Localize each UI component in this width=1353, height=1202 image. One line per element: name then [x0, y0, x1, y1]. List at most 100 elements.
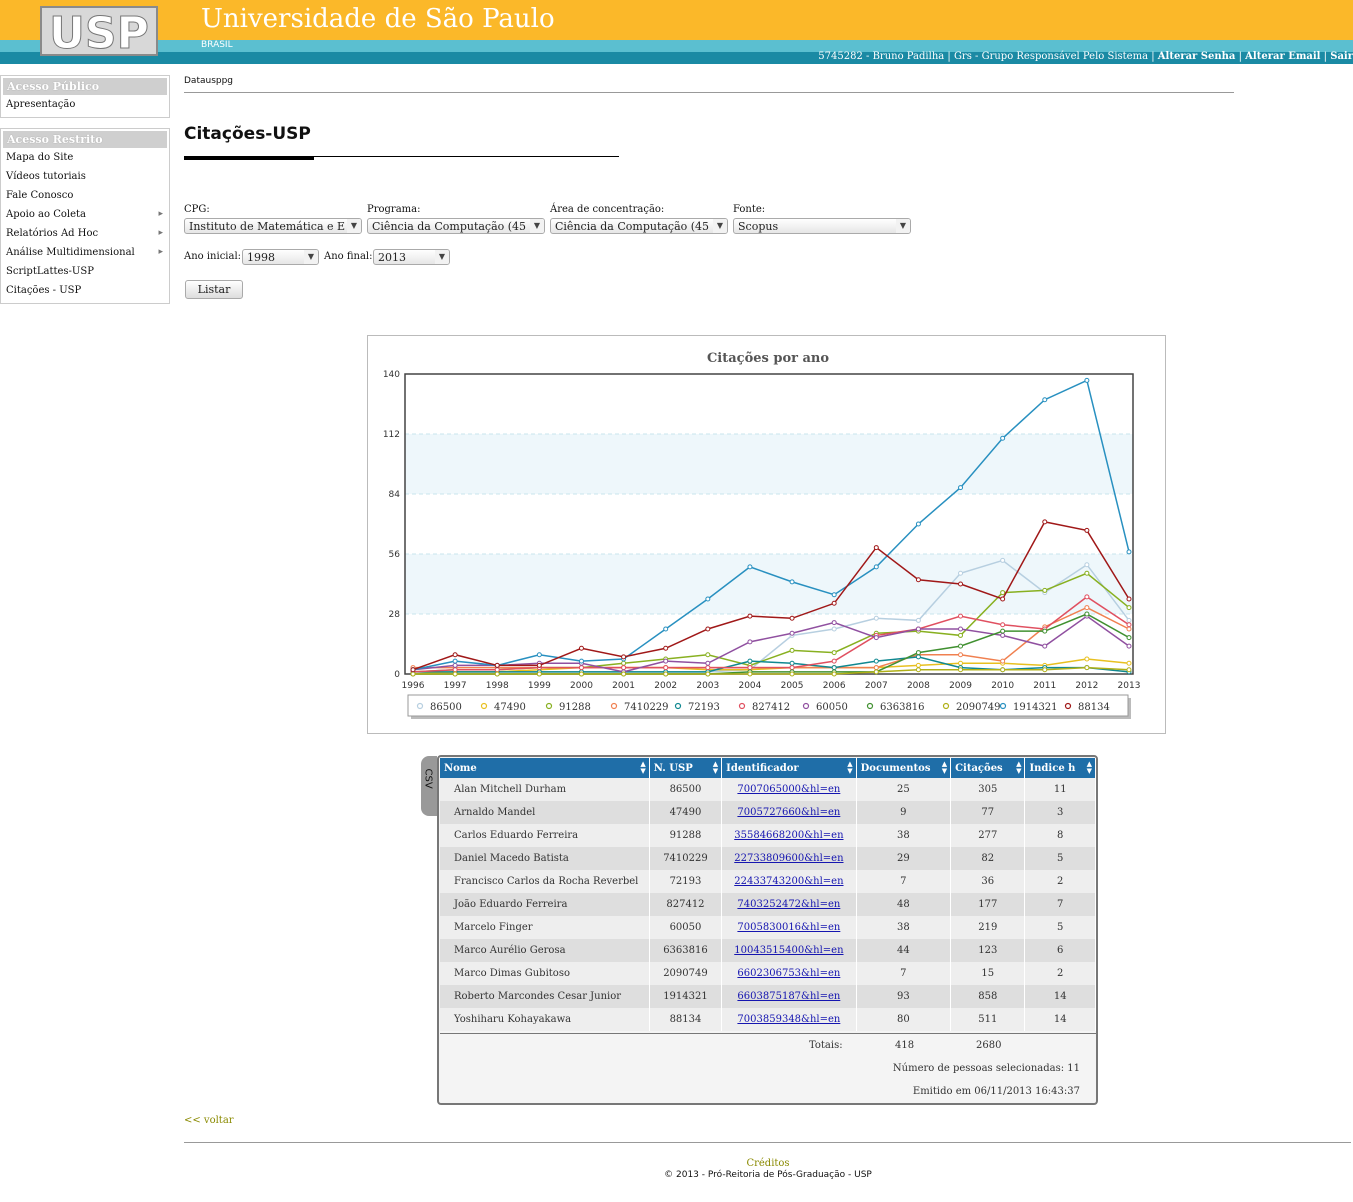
scopus-id-link[interactable]: 35584668200&hl=en: [734, 830, 844, 841]
data-point: [747, 639, 753, 645]
legend-entry: 91288: [559, 702, 591, 713]
programa-select-value: Ciência da Computação (45: [372, 220, 527, 233]
legend-entry: 88134: [1078, 702, 1110, 713]
change-password-link[interactable]: Alterar Senha: [1157, 51, 1236, 62]
ano-inicial-select[interactable]: 1998 ▼: [242, 249, 319, 265]
col-header-citacoes[interactable]: Citações ▲ ▼: [950, 758, 1026, 778]
sidebar-public: Acesso Público Apresentação: [0, 75, 170, 118]
sort-icon[interactable]: ▲ ▼: [1086, 759, 1092, 775]
series-line-60050: [412, 615, 1130, 673]
breadcrumb[interactable]: Datausppg: [184, 76, 234, 86]
sort-icon[interactable]: ▲ ▼: [640, 759, 646, 775]
cell-nusp: 1914321: [649, 985, 723, 1008]
data-point: [705, 596, 711, 602]
col-header-nusp[interactable]: N. USP ▲ ▼: [649, 758, 723, 778]
data-point: [747, 613, 753, 619]
title-underline-thin: [314, 156, 619, 157]
sort-icon[interactable]: ▲ ▼: [847, 759, 853, 775]
legend-entry: 2090749: [956, 702, 1001, 713]
data-point: [1084, 605, 1090, 611]
data-point: [958, 570, 964, 576]
table-row: Marco Dimas Gubitoso 2090749 6602306753&hl…: [440, 962, 1096, 985]
col-header-label: Citações: [955, 762, 1003, 774]
cell-identificador: 7005727660&hl=en: [721, 801, 857, 824]
sort-icon[interactable]: ▲ ▼: [712, 759, 719, 775]
y-tick-label: 84: [389, 490, 401, 500]
cell-citacoes: 511: [950, 1008, 1026, 1031]
sidebar-item-citacoes[interactable]: Citações - USP: [1, 281, 169, 300]
col-header-documentos[interactable]: Documentos ▲ ▼: [856, 758, 952, 778]
data-point: [1084, 611, 1090, 617]
data-point: [958, 613, 964, 619]
data-point: [494, 662, 500, 668]
sidebar-item-mapa[interactable]: Mapa do Site: [1, 148, 169, 167]
area-label: Área de concentração:: [550, 204, 665, 215]
data-point: [494, 667, 500, 673]
cell-nome: Arnaldo Mandel: [440, 801, 650, 824]
listar-button[interactable]: Listar: [185, 280, 243, 299]
citations-chart-svg: 0 28 56 84 112 140 1996 1997 1998 1999 2000 2001 200…: [383, 351, 1140, 719]
area-select[interactable]: Ciência da Computação (45 ▼: [550, 218, 728, 234]
data-point: [1126, 596, 1132, 602]
programa-select[interactable]: Ciência da Computação (45 ▼: [367, 218, 545, 234]
logout-link[interactable]: Sair: [1330, 51, 1353, 62]
cell-documentos: 29: [856, 847, 952, 870]
ano-final-select[interactable]: 2013 ▼: [373, 249, 450, 265]
cell-indice-h: 5: [1024, 916, 1096, 939]
sidebar-item-label: Análise Multidimensional: [6, 247, 135, 258]
data-point: [915, 667, 921, 673]
cell-citacoes: 305: [950, 778, 1026, 801]
results-table: Nome ▲ ▼ N. USP ▲ ▼ Identificador ▲ ▼ Document…: [440, 758, 1096, 1031]
scopus-id-link[interactable]: 7005727660&hl=en: [737, 807, 841, 818]
site-subtitle: BRASIL: [201, 40, 233, 50]
col-header-nome[interactable]: Nome ▲ ▼: [440, 758, 650, 778]
sidebar-item-analise[interactable]: Análise Multidimensional ▸: [1, 243, 169, 262]
cell-identificador: 7003859348&hl=en: [721, 1008, 857, 1031]
y-tick-label: 56: [389, 550, 401, 560]
sidebar-item-apresentacao[interactable]: Apresentação: [1, 95, 169, 114]
scopus-id-link[interactable]: 6603875187&hl=en: [737, 991, 841, 1002]
sidebar-item-relatorios[interactable]: Relatórios Ad Hoc ▸: [1, 224, 169, 243]
data-point: [1126, 605, 1132, 611]
scopus-id-link[interactable]: 10043515400&hl=en: [734, 945, 844, 956]
usp-logo[interactable]: USP: [40, 6, 158, 56]
cpg-select[interactable]: Instituto de Matemática e E ▼: [184, 218, 362, 234]
cell-indice-h: 6: [1024, 939, 1096, 962]
col-header-label: Documentos: [860, 762, 931, 774]
scopus-id-link[interactable]: 22733809600&hl=en: [734, 853, 844, 864]
scopus-id-link[interactable]: 7403252472&hl=en: [737, 899, 841, 910]
cell-nome: João Eduardo Ferreira: [440, 893, 650, 916]
change-email-link[interactable]: Alterar Email: [1245, 51, 1321, 62]
x-tick-label: 2008: [907, 681, 930, 691]
chart-grid-band: [405, 434, 1133, 494]
sidebar-item-videos[interactable]: Vídeos tutoriais: [1, 167, 169, 186]
usp-logo-text: USP: [49, 8, 149, 56]
col-header-identificador[interactable]: Identificador ▲ ▼: [721, 758, 857, 778]
scopus-id-link[interactable]: 22433743200&hl=en: [734, 876, 844, 887]
sidebar-item-apoio-coleta[interactable]: Apoio ao Coleta ▸: [1, 205, 169, 224]
sort-icon[interactable]: ▲ ▼: [941, 759, 948, 775]
y-tick-label: 28: [389, 610, 401, 620]
scopus-id-link[interactable]: 6602306753&hl=en: [737, 968, 841, 979]
fonte-select[interactable]: Scopus ▼: [733, 218, 911, 234]
sidebar-item-scriptlattes[interactable]: ScriptLattes-USP: [1, 262, 169, 281]
sidebar-item-label: Citações - USP: [6, 285, 82, 296]
col-header-label: Nome: [444, 762, 477, 774]
cell-documentos: 93: [856, 985, 952, 1008]
scopus-id-link[interactable]: 7007065000&hl=en: [737, 784, 841, 795]
chevron-down-icon: ▼: [435, 250, 449, 264]
sidebar-item-fale-conosco[interactable]: Fale Conosco: [1, 186, 169, 205]
scopus-id-link[interactable]: 7003859348&hl=en: [737, 1014, 841, 1025]
credits-link[interactable]: Créditos: [0, 1158, 1353, 1169]
data-point: [958, 632, 964, 638]
back-link[interactable]: << voltar: [184, 1115, 234, 1126]
csv-export-tab[interactable]: CSV: [421, 756, 437, 816]
data-point: [1000, 667, 1006, 673]
data-point: [1000, 628, 1006, 634]
cell-documentos: 80: [856, 1008, 952, 1031]
col-header-indice-h[interactable]: Indice h ▲ ▼: [1024, 758, 1096, 778]
scopus-id-link[interactable]: 7005830016&hl=en: [737, 922, 841, 933]
cell-nusp: 827412: [649, 893, 723, 916]
sort-icon[interactable]: ▲ ▼: [1016, 759, 1022, 775]
y-tick-label: 0: [394, 670, 400, 680]
